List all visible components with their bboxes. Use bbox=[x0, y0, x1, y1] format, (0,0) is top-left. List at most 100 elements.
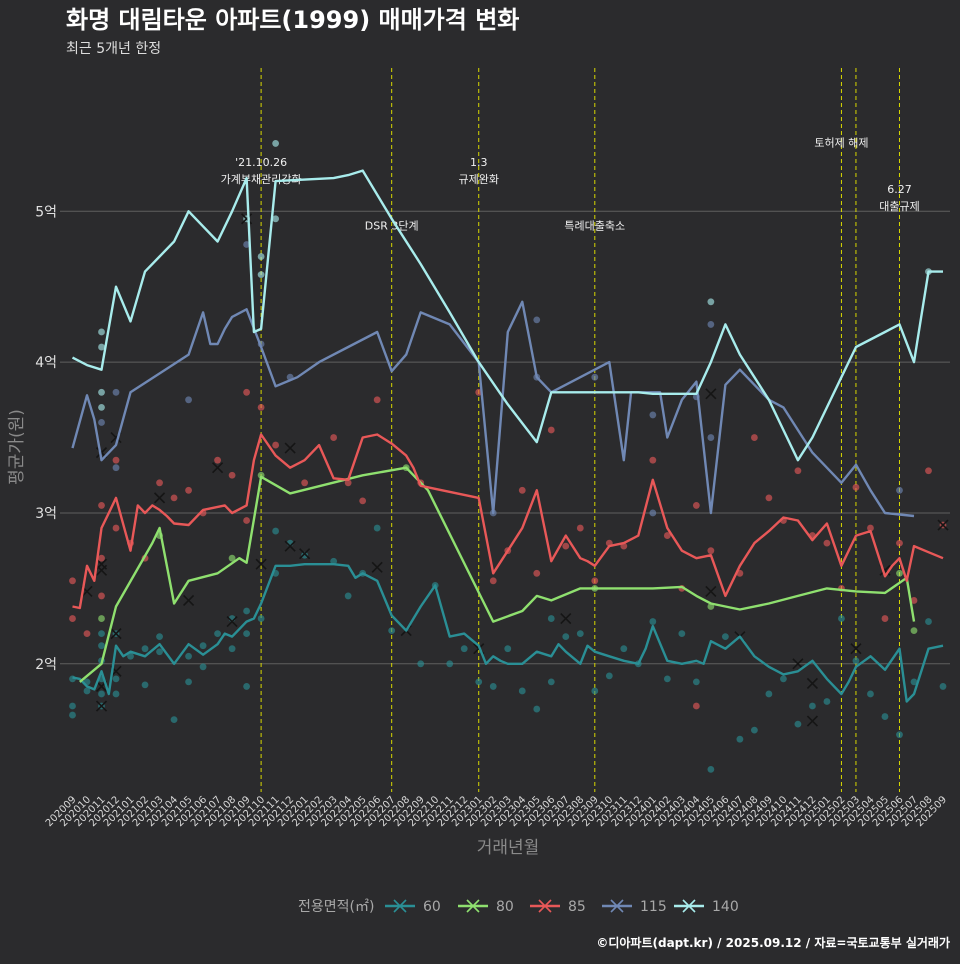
cancelled-trade-mark bbox=[806, 715, 818, 727]
cancelled-trade-mark bbox=[705, 585, 717, 597]
trade-point-140 bbox=[98, 388, 105, 396]
trade-point-80 bbox=[98, 615, 105, 622]
y-axis-title: 평균가(원) bbox=[7, 409, 27, 485]
trade-point-60 bbox=[446, 660, 454, 668]
trade-point-60 bbox=[185, 678, 192, 686]
trade-point-85 bbox=[794, 467, 802, 475]
trade-point-140 bbox=[98, 343, 105, 351]
trade-point-60 bbox=[780, 675, 787, 683]
cancelled-trade-mark bbox=[806, 677, 818, 689]
trade-point-85 bbox=[867, 524, 874, 532]
trade-point-85 bbox=[881, 615, 889, 622]
series-line-140 bbox=[71, 169, 943, 462]
cancelled-trade-mark bbox=[792, 658, 804, 670]
trade-point-60 bbox=[243, 630, 251, 638]
trade-point-60 bbox=[83, 687, 91, 695]
source-caption: ©디아파트(dapt.kr) / 2025.09.12 / 자료=국토교통부 실… bbox=[596, 935, 950, 950]
chart-subtitle: 최근 5개년 한정 bbox=[66, 41, 161, 57]
x-axis: 2020092020102020112020122021012021022021… bbox=[44, 794, 949, 829]
event-label: 1.3 bbox=[470, 156, 488, 169]
legend-label-60: 60 bbox=[423, 899, 441, 915]
trade-point-140 bbox=[257, 253, 265, 260]
event-label: 가계부채관리강화 bbox=[221, 173, 302, 186]
trade-point-115 bbox=[707, 321, 715, 328]
trade-point-85 bbox=[707, 547, 715, 555]
trade-point-85 bbox=[69, 615, 76, 622]
trade-point-85 bbox=[98, 502, 105, 509]
trade-point-60 bbox=[663, 675, 671, 683]
trade-point-85 bbox=[373, 396, 381, 404]
trade-point-60 bbox=[460, 645, 468, 653]
trade-point-60 bbox=[547, 615, 555, 622]
cancelled-trade-mark bbox=[560, 612, 572, 625]
trade-point-85 bbox=[533, 569, 541, 577]
y-tick-label: 3억 bbox=[35, 506, 57, 522]
cancelled-trade-mark bbox=[371, 561, 383, 573]
trade-point-60 bbox=[156, 633, 163, 641]
trade-point-80 bbox=[896, 569, 903, 577]
trade-point-60 bbox=[591, 687, 599, 695]
trade-point-85 bbox=[663, 532, 671, 539]
trade-point-60 bbox=[533, 705, 541, 713]
legend: 전용면적(㎡) 60 80 85 115 140 bbox=[298, 899, 739, 915]
cancelled-trade-mark bbox=[284, 540, 296, 552]
trade-point-85 bbox=[823, 539, 831, 547]
trade-point-85 bbox=[576, 524, 584, 532]
trade-point-60 bbox=[141, 681, 149, 689]
y-axis: 2억 3억 4억 5억 bbox=[35, 204, 57, 673]
legend-label-80: 80 bbox=[496, 899, 514, 915]
trade-point-85 bbox=[330, 434, 338, 441]
trade-point-140 bbox=[257, 271, 265, 279]
trade-point-140 bbox=[272, 140, 280, 147]
trade-point-85 bbox=[112, 524, 120, 532]
legend-title: 전용면적(㎡) bbox=[298, 899, 374, 915]
cancelled-trade-mark bbox=[212, 462, 224, 474]
trade-point-85 bbox=[185, 486, 192, 494]
legend-label-140: 140 bbox=[712, 899, 739, 915]
trade-point-60 bbox=[489, 683, 497, 690]
trade-point-140 bbox=[272, 215, 280, 223]
trade-point-60 bbox=[896, 731, 903, 739]
trade-point-60 bbox=[112, 675, 120, 683]
cancelled-trade-mark bbox=[299, 548, 311, 560]
legend-swatch-mark-140 bbox=[682, 899, 696, 913]
cancelled-trade-mark bbox=[153, 492, 166, 504]
trade-point-85 bbox=[896, 539, 903, 547]
chart-title: 화명 대림타운 아파트(1999) 매매가격 변화 bbox=[66, 6, 519, 34]
trade-point-85 bbox=[591, 577, 599, 585]
trade-point-60 bbox=[199, 663, 207, 671]
trade-point-85 bbox=[750, 434, 758, 441]
trade-point-85 bbox=[692, 502, 700, 509]
trade-point-80 bbox=[228, 554, 236, 562]
trade-point-85 bbox=[170, 494, 178, 502]
trade-point-60 bbox=[823, 698, 831, 705]
event-label: DSR 3단계 bbox=[365, 219, 419, 232]
cancelled-trade-mark bbox=[110, 628, 122, 640]
trade-point-60 bbox=[925, 618, 932, 625]
trade-point-60 bbox=[562, 633, 570, 641]
trade-point-60 bbox=[257, 615, 265, 622]
trade-point-115 bbox=[112, 388, 120, 396]
trade-point-85 bbox=[765, 494, 773, 502]
event-label: 대출규제 bbox=[879, 200, 919, 213]
legend-swatch-mark-80 bbox=[466, 899, 480, 913]
trade-point-60 bbox=[794, 720, 802, 728]
cancelled-trade-mark bbox=[937, 519, 949, 531]
trade-point-140 bbox=[98, 403, 105, 411]
cancelled-trade-mark bbox=[183, 594, 195, 607]
legend-label-115: 115 bbox=[640, 899, 667, 915]
trade-point-85 bbox=[69, 577, 76, 585]
trade-point-85 bbox=[489, 577, 497, 585]
trade-point-85 bbox=[228, 471, 236, 479]
trade-point-60 bbox=[199, 642, 207, 650]
trade-point-60 bbox=[417, 660, 425, 668]
trade-point-60 bbox=[388, 627, 396, 635]
trade-point-85 bbox=[547, 426, 555, 434]
trade-point-60 bbox=[127, 652, 134, 660]
event-label: '21.10.26 bbox=[235, 156, 287, 169]
legend-swatch-mark-60 bbox=[393, 899, 407, 913]
trade-point-85 bbox=[692, 702, 700, 710]
trade-point-60 bbox=[112, 690, 120, 698]
